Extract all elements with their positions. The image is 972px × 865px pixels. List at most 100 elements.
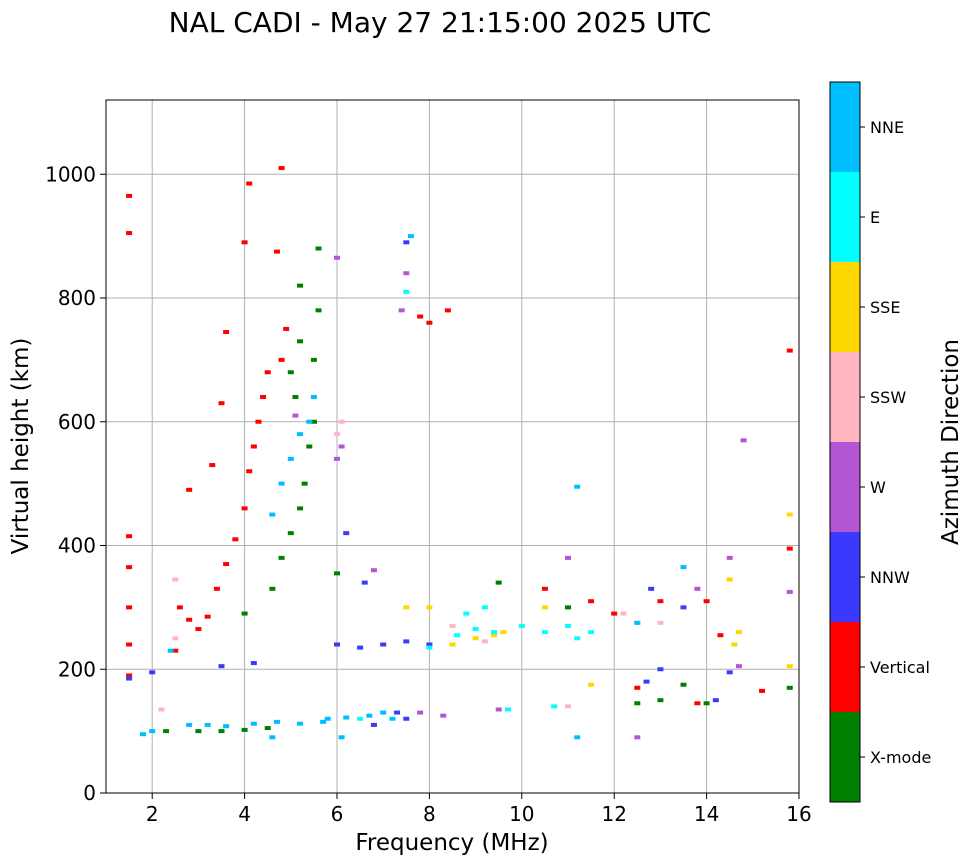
y-tick-label: 0 bbox=[83, 781, 96, 805]
data-point-vertical bbox=[186, 487, 193, 492]
data-point-nne bbox=[297, 721, 304, 726]
data-point-nne bbox=[366, 713, 373, 718]
data-point-w bbox=[398, 308, 405, 313]
data-point-nne bbox=[338, 735, 345, 740]
data-point-vertical bbox=[241, 240, 248, 245]
data-point-ssw bbox=[449, 623, 456, 628]
data-point-vertical bbox=[250, 444, 257, 449]
data-point-vertical bbox=[246, 181, 253, 186]
data-point-xmode bbox=[786, 685, 793, 690]
data-point-vertical bbox=[223, 562, 230, 567]
grid bbox=[106, 100, 799, 793]
data-point-vertical bbox=[264, 370, 271, 375]
x-tick-label: 8 bbox=[423, 802, 436, 826]
data-point-w bbox=[403, 271, 410, 276]
data-point-w bbox=[786, 589, 793, 594]
data-point-xmode bbox=[657, 698, 664, 703]
data-point-vertical bbox=[694, 701, 701, 706]
data-point-xmode bbox=[495, 580, 502, 585]
data-point-xmode bbox=[703, 701, 710, 706]
data-point-xmode bbox=[269, 586, 276, 591]
data-point-nnw bbox=[394, 710, 401, 715]
data-point-vertical bbox=[278, 166, 285, 171]
data-point-e bbox=[403, 289, 410, 294]
data-point-vertical bbox=[126, 673, 133, 678]
data-point-nne bbox=[250, 721, 257, 726]
data-point-e bbox=[565, 623, 571, 628]
data-point-w bbox=[565, 555, 571, 560]
data-point-nne bbox=[320, 719, 327, 724]
colorbar-tick-label: SSW bbox=[870, 388, 906, 407]
data-point-xmode bbox=[310, 357, 317, 362]
data-point-nne bbox=[167, 648, 174, 653]
data-point-nnw bbox=[403, 639, 410, 644]
data-point-nnw bbox=[218, 664, 225, 669]
data-point-vertical bbox=[126, 534, 133, 539]
y-axis-label: Virtual height (km) bbox=[8, 338, 34, 555]
data-point-vertical bbox=[176, 605, 183, 610]
data-point-nnw bbox=[680, 605, 687, 610]
data-point-xmode bbox=[241, 727, 248, 732]
data-point-w bbox=[694, 586, 701, 591]
colorbar-tick-label: W bbox=[870, 478, 886, 497]
data-point-nne bbox=[574, 735, 581, 740]
x-tick-label: 10 bbox=[509, 802, 534, 826]
data-point-nne bbox=[139, 732, 146, 737]
data-point-sse bbox=[786, 512, 793, 517]
data-point-nne bbox=[574, 484, 581, 489]
data-point-xmode bbox=[310, 419, 317, 424]
data-point-vertical bbox=[588, 599, 595, 604]
data-point-sse bbox=[491, 633, 498, 638]
data-point-nne bbox=[310, 395, 317, 399]
x-axis-ticks: 2 4 6 8 10 12 14 16 bbox=[146, 793, 812, 826]
data-point-ssw bbox=[481, 639, 488, 644]
data-point-ssw bbox=[172, 636, 179, 641]
data-point-nne bbox=[680, 565, 687, 570]
data-point-vertical bbox=[426, 320, 433, 325]
data-point-nnw bbox=[657, 667, 664, 672]
data-point-xmode bbox=[334, 571, 340, 576]
x-axis-label: Frequency (MHz) bbox=[355, 830, 548, 856]
data-point-nne bbox=[380, 710, 387, 715]
data-point-e bbox=[504, 707, 511, 712]
data-point-vertical bbox=[172, 648, 179, 653]
plot-area-frame bbox=[105, 99, 800, 794]
data-point-nnw bbox=[403, 240, 410, 245]
data-point-sse bbox=[403, 605, 410, 610]
data-point-e bbox=[491, 630, 498, 635]
data-point-vertical bbox=[541, 586, 548, 591]
data-point-nnw bbox=[334, 642, 340, 647]
y-tick-label: 200 bbox=[58, 657, 96, 681]
colorbar-swatch bbox=[830, 442, 860, 532]
colorbar-swatch bbox=[830, 532, 860, 622]
data-point-vertical bbox=[759, 688, 766, 693]
data-point-vertical bbox=[417, 314, 424, 319]
data-point-w bbox=[440, 713, 447, 718]
data-point-vertical bbox=[786, 546, 793, 551]
data-point-nnw bbox=[343, 531, 350, 536]
data-point-xmode bbox=[163, 729, 170, 734]
data-point-vertical bbox=[657, 599, 664, 604]
data-point-xmode bbox=[195, 729, 202, 734]
data-point-xmode bbox=[315, 246, 322, 251]
data-point-xmode bbox=[565, 605, 571, 610]
y-tick-label: 800 bbox=[58, 286, 96, 310]
data-point-ssw bbox=[172, 577, 179, 582]
data-point-xmode bbox=[287, 531, 294, 536]
data-point-nnw bbox=[361, 580, 368, 585]
y-tick-label: 600 bbox=[58, 410, 96, 434]
data-point-vertical bbox=[283, 326, 290, 331]
x-tick-label: 12 bbox=[601, 802, 626, 826]
data-point-vertical bbox=[126, 565, 133, 570]
data-point-e bbox=[463, 611, 470, 616]
colorbar-swatch bbox=[830, 622, 860, 712]
colorbar-tick-label: NNW bbox=[870, 568, 910, 587]
data-point-w bbox=[417, 710, 424, 715]
data-point-sse bbox=[500, 630, 507, 635]
data-point-nne bbox=[273, 719, 280, 724]
data-point-sse bbox=[449, 642, 456, 647]
data-point-vertical bbox=[444, 308, 451, 313]
data-point-w bbox=[726, 555, 733, 560]
data-point-xmode bbox=[278, 555, 285, 560]
x-tick-label: 4 bbox=[238, 802, 251, 826]
